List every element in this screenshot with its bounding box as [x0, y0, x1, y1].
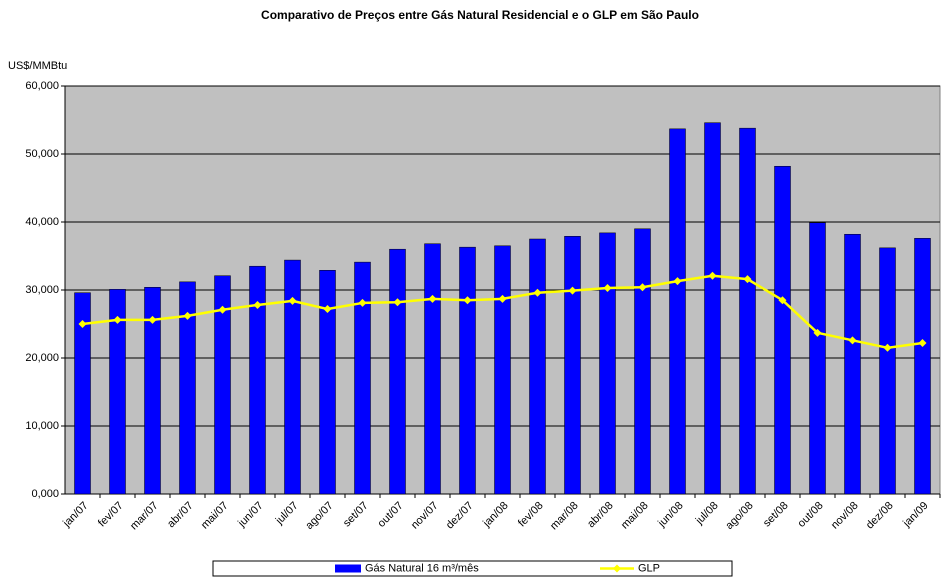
bar	[809, 222, 826, 495]
bar	[179, 281, 196, 495]
y-tick-label: 30,000	[25, 284, 59, 296]
bar	[284, 259, 301, 495]
x-tick-label: out/07	[376, 500, 406, 530]
bar	[879, 247, 896, 495]
x-tick-label: jun/08	[655, 500, 685, 530]
x-tick-label: nov/07	[409, 500, 441, 532]
x-tick-label: nov/08	[829, 500, 861, 532]
marker	[253, 300, 262, 309]
bar	[109, 289, 126, 495]
bar	[389, 248, 406, 495]
y-tick-label: 50,000	[25, 148, 59, 160]
x-tick-label: fev/07	[96, 500, 126, 530]
bar	[424, 243, 441, 495]
y-tick-label: 40,000	[25, 216, 59, 228]
x-tick-label: fev/08	[516, 500, 546, 530]
legend-label: GLP	[638, 562, 660, 574]
marker	[148, 315, 157, 324]
bar	[774, 165, 791, 495]
marker	[918, 339, 927, 348]
bar	[844, 233, 861, 495]
marker	[638, 283, 647, 292]
marker	[393, 298, 402, 307]
bar	[634, 228, 651, 495]
marker	[428, 294, 437, 303]
marker	[288, 296, 297, 305]
bar	[144, 287, 161, 495]
x-tick-label: abr/07	[165, 500, 196, 531]
bar	[494, 245, 511, 495]
x-tick-label: mar/08	[548, 500, 581, 533]
bar	[354, 261, 371, 495]
chart-title: Comparativo de Preços entre Gás Natural …	[261, 8, 699, 22]
marker	[498, 294, 507, 303]
marker	[323, 305, 332, 314]
x-tick-label: jan/09	[900, 500, 930, 530]
marker	[743, 275, 752, 284]
x-tick-label: ago/08	[723, 500, 755, 532]
x-tick-label: jul/07	[273, 500, 301, 528]
x-tick-label: set/08	[761, 500, 791, 530]
x-tick-label: jul/08	[693, 500, 721, 528]
marker	[673, 277, 682, 286]
x-tick-label: ago/07	[303, 500, 335, 532]
bar	[564, 236, 581, 495]
bar	[459, 246, 476, 495]
x-tick-label: abr/08	[585, 500, 616, 531]
marker	[463, 296, 472, 305]
marker	[848, 336, 857, 345]
marker	[813, 328, 822, 337]
x-tick-label: set/07	[341, 500, 371, 530]
legend-label: Gás Natural 16 m³/mês	[365, 562, 479, 574]
marker	[778, 296, 787, 305]
bar	[214, 275, 231, 495]
bar	[74, 292, 91, 495]
x-tick-label: mai/07	[199, 500, 231, 532]
y-tick-label: 20,000	[25, 352, 59, 364]
marker	[113, 315, 122, 324]
x-tick-label: jan/07	[60, 500, 90, 530]
x-tick-label: dez/07	[444, 500, 476, 532]
y-axis-label: US$/MMBtu	[8, 60, 67, 72]
x-tick-label: dez/08	[864, 500, 896, 532]
marker	[78, 320, 87, 328]
bar	[669, 128, 686, 495]
bar	[739, 127, 756, 495]
bar	[249, 265, 266, 495]
marker	[883, 343, 892, 352]
marker	[183, 311, 192, 320]
bar	[599, 232, 616, 495]
x-tick-label: mar/07	[128, 500, 161, 533]
y-tick-label: 0,000	[31, 488, 59, 500]
bar	[319, 270, 336, 495]
y-tick-label: 60,000	[25, 80, 59, 92]
legend-marker	[613, 564, 621, 573]
x-tick-label: mai/08	[619, 500, 651, 532]
x-tick-label: out/08	[796, 500, 826, 530]
bar	[704, 122, 721, 495]
x-tick-label: jun/07	[235, 500, 265, 530]
marker	[218, 305, 227, 314]
bar	[914, 238, 931, 495]
bar	[529, 238, 546, 495]
marker	[708, 271, 717, 280]
legend-swatch	[335, 564, 361, 573]
y-tick-label: 10,000	[25, 420, 59, 432]
marker	[568, 286, 577, 295]
x-tick-label: jan/08	[480, 500, 510, 530]
marker	[603, 283, 612, 292]
marker	[533, 288, 542, 297]
marker	[358, 298, 367, 307]
